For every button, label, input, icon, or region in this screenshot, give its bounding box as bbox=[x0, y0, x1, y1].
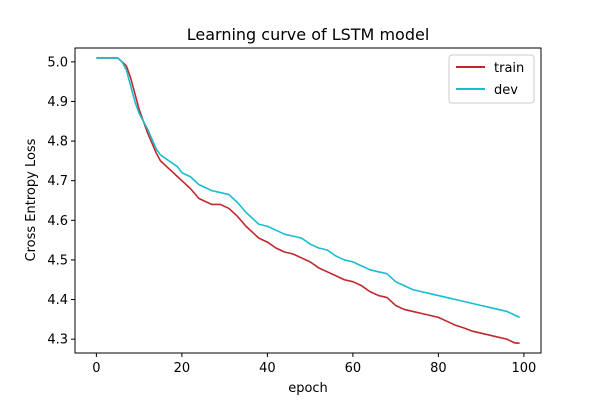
y-tick-label: 4.5 bbox=[47, 253, 68, 268]
series-line-train bbox=[96, 57, 520, 344]
y-tick-label: 5.0 bbox=[47, 55, 68, 70]
x-tick-label: 80 bbox=[430, 361, 447, 376]
x-axis-label: epoch bbox=[288, 381, 328, 396]
x-tick-label: 100 bbox=[511, 361, 536, 376]
y-tick-label: 4.8 bbox=[47, 135, 68, 150]
legend: train dev bbox=[448, 54, 535, 104]
x-tick-label: 20 bbox=[174, 361, 191, 376]
x-axis-ticks: 0 20 40 60 80 100 bbox=[92, 353, 536, 376]
y-axis-ticks: 4.3 4.4 4.5 4.6 4.7 4.8 4.9 5.0 bbox=[47, 55, 75, 348]
plot-frame bbox=[74, 47, 542, 354]
y-tick-label: 4.4 bbox=[47, 293, 68, 308]
chart-title: Learning curve of LSTM model bbox=[187, 25, 430, 44]
y-tick-label: 4.3 bbox=[47, 333, 68, 348]
y-tick-label: 4.9 bbox=[47, 95, 68, 110]
series-line-dev bbox=[96, 57, 520, 319]
y-tick-label: 4.7 bbox=[47, 174, 68, 189]
x-tick-label: 60 bbox=[345, 361, 362, 376]
y-tick-label: 4.6 bbox=[47, 214, 68, 229]
x-tick-label: 40 bbox=[259, 361, 276, 376]
legend-label-dev: dev bbox=[494, 83, 518, 98]
x-tick-label: 0 bbox=[92, 361, 100, 376]
y-axis-label: Cross Entropy Loss bbox=[24, 138, 39, 261]
legend-label-train: train bbox=[494, 61, 524, 76]
series-lines bbox=[96, 57, 520, 344]
